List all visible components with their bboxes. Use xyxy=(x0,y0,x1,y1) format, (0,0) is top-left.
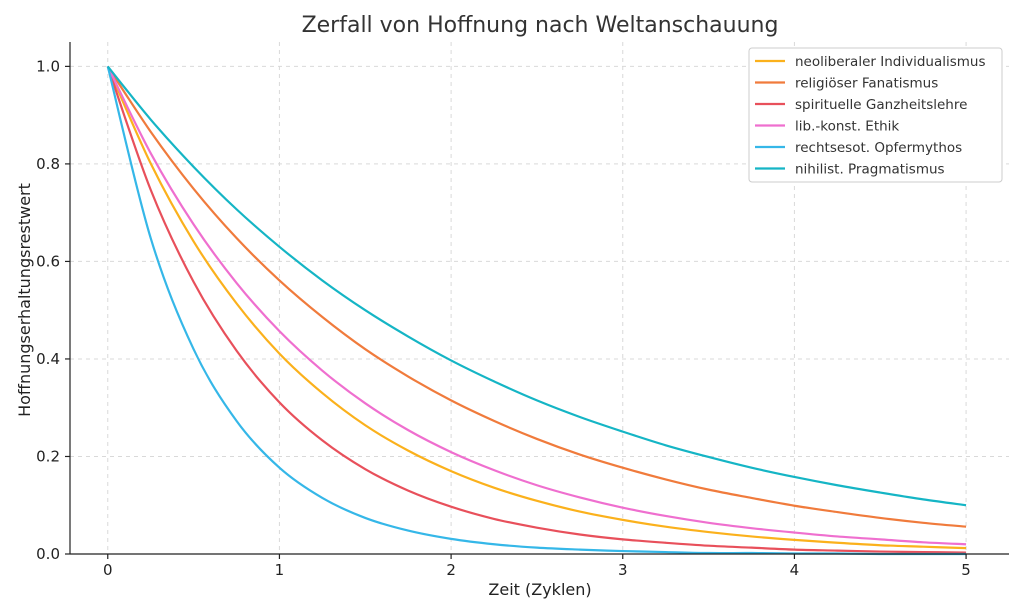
legend-label: rechtsesot. Opfermythos xyxy=(795,140,962,156)
series-line-1 xyxy=(106,65,967,528)
y-tick-label: 0.6 xyxy=(36,252,60,270)
y-tick-label: 1.0 xyxy=(36,57,60,75)
ticks: 0 1 2 3 4 5 0.0 0.2 0.4 0.6 0.8 1.0 xyxy=(36,57,971,579)
x-tick-label: 0 xyxy=(103,561,113,579)
y-axis-label: Hoffnungserhaltungsrestwert xyxy=(15,183,34,417)
series-line-2 xyxy=(106,66,967,554)
legend-label: lib.-konst. Ethik xyxy=(795,119,899,135)
x-tick-label: 4 xyxy=(790,561,800,579)
x-tick-label: 5 xyxy=(961,561,971,579)
legend-label: neoliberaler Individualismus xyxy=(795,54,986,70)
legend: neoliberaler Individualismus religiöser F… xyxy=(748,47,1003,183)
x-axis-label: Zeit (Zyklen) xyxy=(488,580,591,599)
y-tick-label: 0.0 xyxy=(36,545,60,563)
legend-label: nihilist. Pragmatismus xyxy=(795,162,945,178)
series-line-5 xyxy=(106,65,967,507)
y-tick-label: 0.2 xyxy=(36,447,60,465)
y-tick-label: 0.4 xyxy=(36,350,60,368)
series-line-3 xyxy=(106,65,967,546)
y-tick-label: 0.8 xyxy=(36,155,60,173)
x-tick-label: 3 xyxy=(618,561,628,579)
chart-title: Zerfall von Hoffnung nach Weltanschauung xyxy=(302,13,779,38)
x-tick-label: 1 xyxy=(275,561,285,579)
axes xyxy=(69,42,1009,555)
series-line-0 xyxy=(106,65,967,550)
legend-box xyxy=(748,47,1003,183)
legend-label: spirituelle Ganzheitslehre xyxy=(795,97,967,113)
legend-label: religiöser Fanatismus xyxy=(795,76,938,92)
x-tick-label: 2 xyxy=(446,561,456,579)
